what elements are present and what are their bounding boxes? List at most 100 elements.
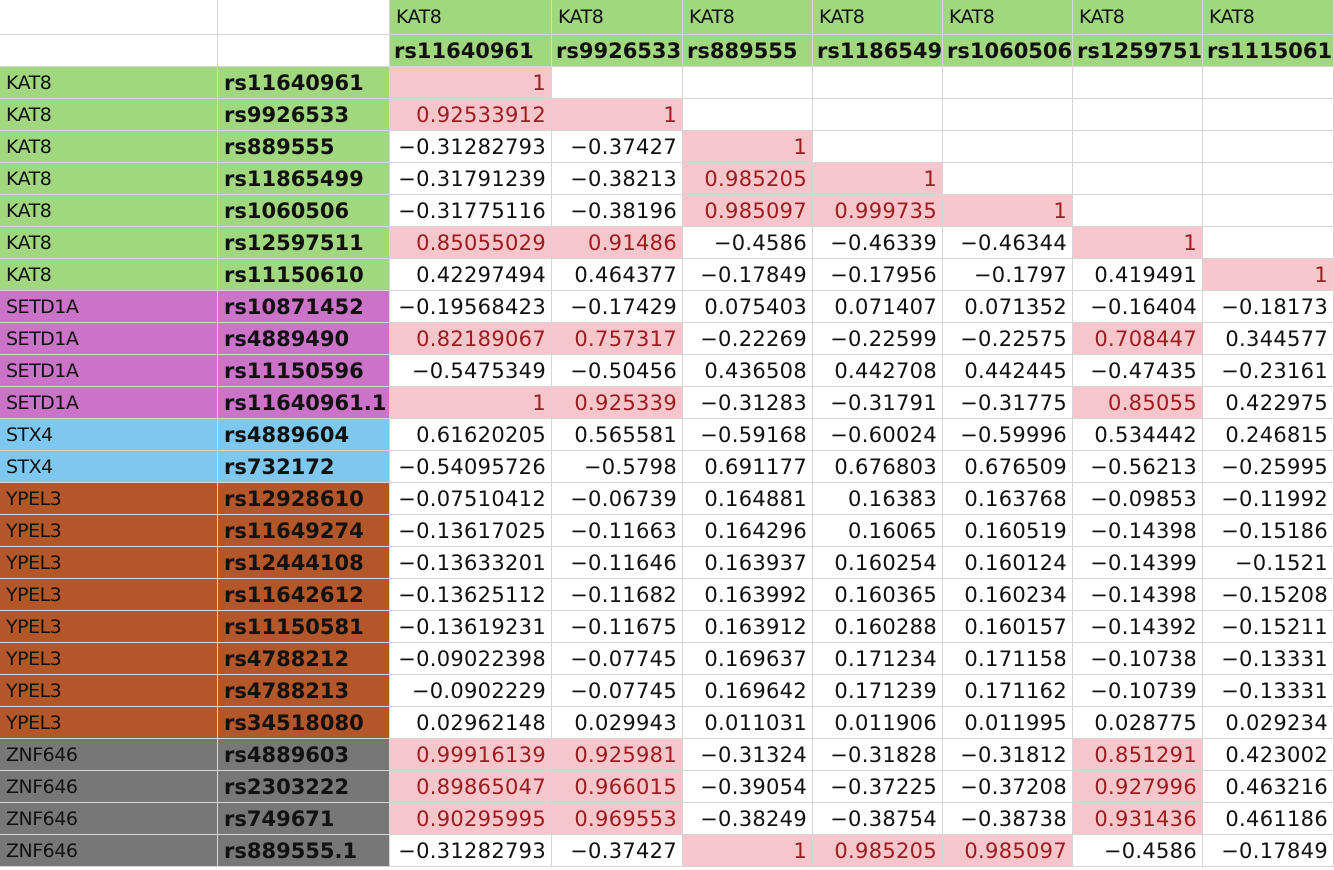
value-cell[interactable]: −0.31828 — [813, 739, 943, 771]
value-cell[interactable]: −0.17429 — [552, 291, 683, 323]
value-cell[interactable]: 0.160234 — [943, 579, 1073, 611]
value-cell[interactable]: 0.442708 — [813, 355, 943, 387]
value-cell[interactable]: −0.17849 — [1203, 835, 1334, 867]
value-cell[interactable]: −0.09853 — [1073, 483, 1203, 515]
value-cell[interactable]: −0.17849 — [683, 259, 813, 291]
value-cell[interactable]: −0.31282793 — [390, 835, 552, 867]
empty-cell[interactable] — [1203, 67, 1334, 99]
row-snp[interactable]: rs9926533 — [218, 99, 390, 131]
empty-cell[interactable] — [1073, 195, 1203, 227]
value-cell[interactable]: −0.31775 — [943, 387, 1073, 419]
empty-cell[interactable] — [683, 67, 813, 99]
row-snp[interactable]: rs4889603 — [218, 739, 390, 771]
row-gene[interactable]: ZNF646 — [0, 835, 218, 867]
empty-cell[interactable] — [943, 163, 1073, 195]
column-gene[interactable]: KAT8 — [813, 0, 943, 35]
empty-cell[interactable] — [1203, 195, 1334, 227]
value-cell[interactable]: 0.071352 — [943, 291, 1073, 323]
column-snp[interactable]: rs9926533 — [552, 35, 683, 67]
empty-cell[interactable] — [1203, 99, 1334, 131]
value-cell[interactable]: 0.463216 — [1203, 771, 1334, 803]
empty-cell[interactable] — [552, 67, 683, 99]
column-gene[interactable]: KAT8 — [1203, 0, 1334, 35]
value-cell[interactable]: −0.13331 — [1203, 643, 1334, 675]
column-gene[interactable]: KAT8 — [943, 0, 1073, 35]
value-cell[interactable]: −0.22575 — [943, 323, 1073, 355]
value-cell[interactable]: −0.31324 — [683, 739, 813, 771]
value-cell[interactable]: 0.029943 — [552, 707, 683, 739]
value-cell[interactable]: 0.246815 — [1203, 419, 1334, 451]
row-gene[interactable]: SETD1A — [0, 355, 218, 387]
value-cell[interactable]: −0.37208 — [943, 771, 1073, 803]
row-snp[interactable]: rs11150581 — [218, 611, 390, 643]
value-cell[interactable]: −0.60024 — [813, 419, 943, 451]
value-cell[interactable]: −0.14398 — [1073, 579, 1203, 611]
row-snp[interactable]: rs12928610 — [218, 483, 390, 515]
value-cell[interactable]: 0.171239 — [813, 675, 943, 707]
value-cell[interactable]: −0.15208 — [1203, 579, 1334, 611]
value-cell[interactable]: −0.15186 — [1203, 515, 1334, 547]
row-gene[interactable]: SETD1A — [0, 387, 218, 419]
value-cell[interactable]: −0.39054 — [683, 771, 813, 803]
value-cell[interactable]: 0.99916139 — [390, 739, 552, 771]
value-cell[interactable]: −0.1521 — [1203, 547, 1334, 579]
value-cell[interactable]: 0.02962148 — [390, 707, 552, 739]
empty-cell[interactable] — [0, 35, 218, 67]
value-cell[interactable]: −0.4586 — [1073, 835, 1203, 867]
value-cell[interactable]: 0.160365 — [813, 579, 943, 611]
row-gene[interactable]: YPEL3 — [0, 707, 218, 739]
value-cell[interactable]: 0.163992 — [683, 579, 813, 611]
value-cell[interactable]: 0.160124 — [943, 547, 1073, 579]
value-cell[interactable]: 0.164296 — [683, 515, 813, 547]
value-cell[interactable]: −0.10738 — [1073, 643, 1203, 675]
value-cell[interactable]: −0.14399 — [1073, 547, 1203, 579]
value-cell[interactable]: 0.16383 — [813, 483, 943, 515]
row-snp[interactable]: rs4889604 — [218, 419, 390, 451]
row-snp[interactable]: rs889555 — [218, 131, 390, 163]
value-cell[interactable]: −0.07745 — [552, 643, 683, 675]
value-cell[interactable]: −0.23161 — [1203, 355, 1334, 387]
row-snp[interactable]: rs12597511 — [218, 227, 390, 259]
value-cell[interactable]: −0.11675 — [552, 611, 683, 643]
row-snp[interactable]: rs11640961 — [218, 67, 390, 99]
empty-cell[interactable] — [1073, 163, 1203, 195]
row-gene[interactable]: STX4 — [0, 451, 218, 483]
value-cell[interactable]: −0.37427 — [552, 835, 683, 867]
empty-cell[interactable] — [683, 99, 813, 131]
value-cell[interactable]: 0.344577 — [1203, 323, 1334, 355]
value-cell[interactable]: −0.19568423 — [390, 291, 552, 323]
value-cell[interactable]: 0.89865047 — [390, 771, 552, 803]
value-cell[interactable]: −0.0902229 — [390, 675, 552, 707]
row-gene[interactable]: YPEL3 — [0, 547, 218, 579]
row-snp[interactable]: rs11642612 — [218, 579, 390, 611]
value-cell[interactable]: 0.171234 — [813, 643, 943, 675]
row-gene[interactable]: SETD1A — [0, 291, 218, 323]
empty-cell[interactable] — [813, 99, 943, 131]
value-cell[interactable]: −0.17956 — [813, 259, 943, 291]
row-snp[interactable]: rs4889490 — [218, 323, 390, 355]
value-cell[interactable]: −0.46339 — [813, 227, 943, 259]
value-cell[interactable]: 0.85055029 — [390, 227, 552, 259]
value-cell[interactable]: −0.11646 — [552, 547, 683, 579]
column-gene[interactable]: KAT8 — [552, 0, 683, 35]
row-gene[interactable]: ZNF646 — [0, 739, 218, 771]
value-cell[interactable]: −0.31775116 — [390, 195, 552, 227]
row-gene[interactable]: KAT8 — [0, 195, 218, 227]
value-cell[interactable]: 0.163937 — [683, 547, 813, 579]
row-gene[interactable]: YPEL3 — [0, 579, 218, 611]
value-cell[interactable]: 0.163768 — [943, 483, 1073, 515]
row-snp[interactable]: rs11150610 — [218, 259, 390, 291]
value-cell[interactable]: 0.071407 — [813, 291, 943, 323]
value-cell[interactable]: 0.029234 — [1203, 707, 1334, 739]
value-cell[interactable]: −0.07510412 — [390, 483, 552, 515]
value-cell[interactable]: 0.90295995 — [390, 803, 552, 835]
row-snp[interactable]: rs11150596 — [218, 355, 390, 387]
value-cell[interactable]: 1 — [390, 387, 552, 419]
value-cell[interactable]: 0.028775 — [1073, 707, 1203, 739]
value-cell[interactable]: 0.442445 — [943, 355, 1073, 387]
value-cell[interactable]: 0.966015 — [552, 771, 683, 803]
value-cell[interactable]: −0.10739 — [1073, 675, 1203, 707]
value-cell[interactable]: −0.11663 — [552, 515, 683, 547]
value-cell[interactable]: 1 — [552, 99, 683, 131]
value-cell[interactable]: −0.25995 — [1203, 451, 1334, 483]
